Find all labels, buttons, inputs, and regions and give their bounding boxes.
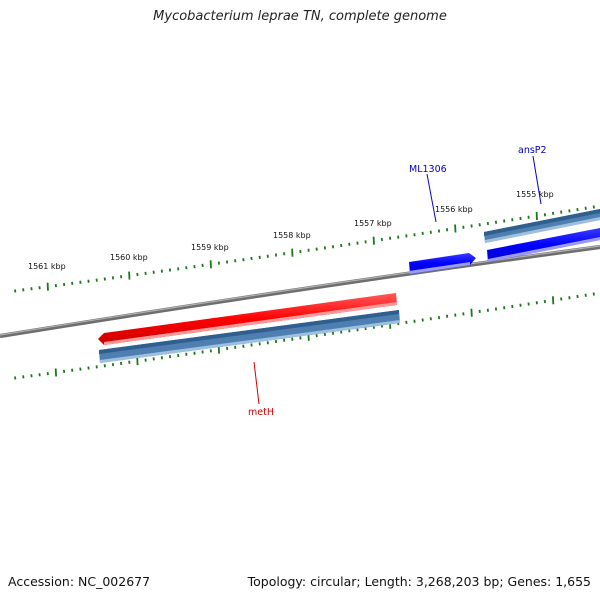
gene-label-ML1306: ML1306 (409, 164, 447, 175)
cds-reverse-metH[interactable] (99, 310, 400, 363)
lower-tick-marks (14, 292, 595, 380)
gene-ML1306[interactable] (409, 253, 476, 274)
ruler-label-1555: 1555 kbp (516, 190, 554, 199)
leader-metH (253, 361, 260, 405)
accession-text: Accession: NC_002677 (8, 574, 151, 589)
upper-tick-marks (14, 205, 595, 293)
leader-ML1306 (426, 173, 437, 223)
ruler-labels: 1561 kbp 1560 kbp 1559 kbp 1558 kbp 1557… (28, 190, 554, 271)
cds-forward-ansP2[interactable] (484, 209, 600, 243)
map-title: Mycobacterium leprae TN, complete genome (153, 9, 447, 24)
gene-label-metH: metH (248, 407, 274, 418)
gene-ansP2[interactable] (487, 228, 600, 262)
gene-metH[interactable] (98, 293, 397, 345)
genome-backbone-highlight (0, 245, 600, 336)
leader-ansP2 (532, 155, 542, 205)
genome-summary-text: Topology: circular; Length: 3,268,203 bp… (247, 574, 591, 589)
ruler-label-1560: 1560 kbp (110, 253, 148, 262)
genome-backbone (0, 244, 600, 339)
ruler-label-1558: 1558 kbp (273, 231, 311, 240)
ruler-label-1556: 1556 kbp (435, 205, 473, 214)
ruler-label-1559: 1559 kbp (191, 243, 229, 252)
ruler-label-1557: 1557 kbp (354, 219, 392, 228)
ruler-label-1561: 1561 kbp (28, 262, 66, 271)
gene-label-ansP2: ansP2 (518, 145, 547, 156)
